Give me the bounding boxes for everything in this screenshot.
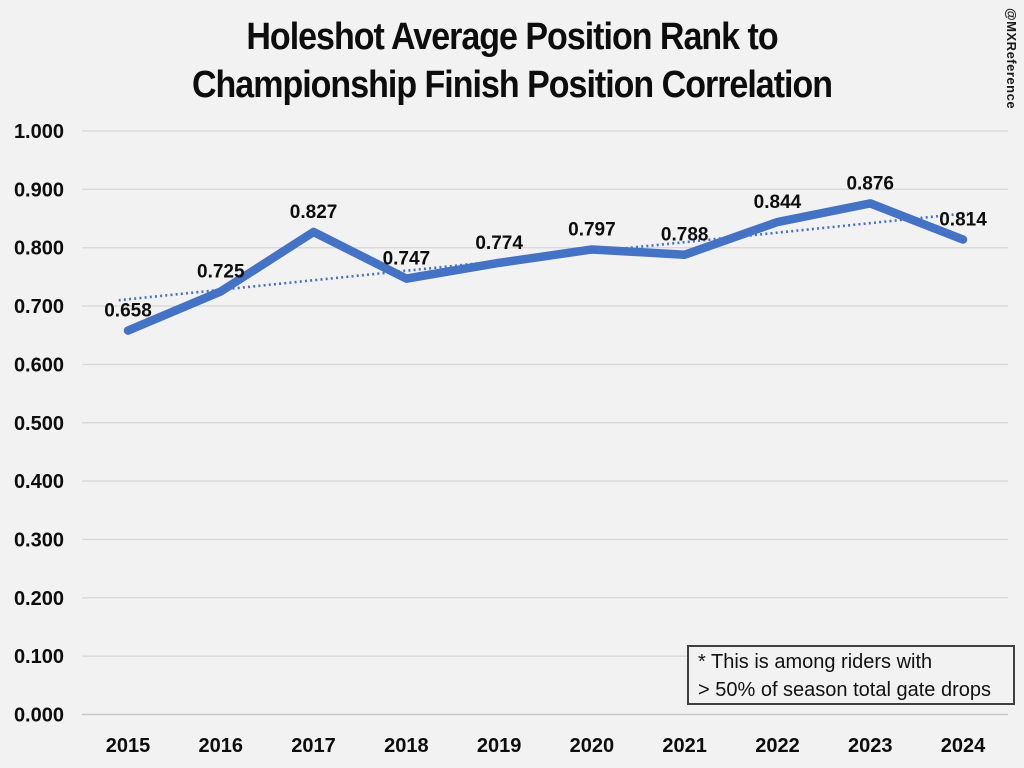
x-axis-tick-label: 2019: [477, 735, 522, 757]
chart-title-line2: Championship Finish Position Correlation: [191, 63, 833, 106]
data-point-label: 0.725: [197, 261, 245, 282]
x-axis-tick-label: 2022: [755, 735, 800, 757]
x-axis-tick-label: 2015: [106, 735, 151, 757]
y-axis-tick-label: 0.000: [14, 705, 64, 727]
y-axis-tick-label: 0.300: [14, 529, 64, 551]
data-point-label: 0.774: [475, 233, 523, 254]
data-point-label: 0.747: [383, 249, 431, 270]
footnote-line1: * This is among riders with: [698, 651, 933, 673]
y-axis-tick-label: 1.000: [14, 121, 64, 143]
y-axis-tick-label: 0.500: [14, 413, 64, 435]
y-axis-tick-label: 0.900: [14, 179, 64, 201]
data-point-label: 0.788: [661, 225, 709, 246]
data-point-label: 0.658: [104, 301, 152, 322]
y-axis-tick-label: 0.600: [14, 354, 64, 376]
x-axis-tick-label: 2016: [199, 735, 244, 757]
data-point-label: 0.814: [939, 210, 987, 231]
y-axis-tick-label: 0.200: [14, 588, 64, 610]
x-axis-tick-label: 2021: [662, 735, 707, 757]
y-axis-tick-label: 0.400: [14, 471, 64, 493]
y-axis-tick-label: 0.100: [14, 646, 64, 668]
y-axis-tick-label: 0.700: [14, 296, 64, 318]
watermark-text: @MXReference: [1004, 8, 1019, 110]
data-point-label: 0.797: [568, 219, 616, 240]
x-axis-tick-label: 2020: [570, 735, 615, 757]
data-point-label: 0.827: [290, 202, 338, 223]
footnote-box: * This is among riders with > 50% of sea…: [687, 645, 1015, 705]
data-series-line: [123, 199, 968, 335]
data-point-label: 0.876: [846, 173, 894, 194]
footnote-line2: > 50% of season total gate drops: [698, 679, 991, 701]
data-point-label: 0.844: [754, 192, 802, 213]
x-axis-tick-label: 2018: [384, 735, 429, 757]
y-axis-tick-label: 0.800: [14, 238, 64, 260]
chart-title-line1: Holeshot Average Position Rank to: [246, 15, 778, 58]
chart-title: Holeshot Average Position Rank to Champi…: [0, 13, 1024, 109]
x-axis-tick-label: 2017: [291, 735, 336, 757]
x-axis-tick-label: 2024: [941, 735, 986, 757]
x-axis-tick-label: 2023: [848, 735, 893, 757]
